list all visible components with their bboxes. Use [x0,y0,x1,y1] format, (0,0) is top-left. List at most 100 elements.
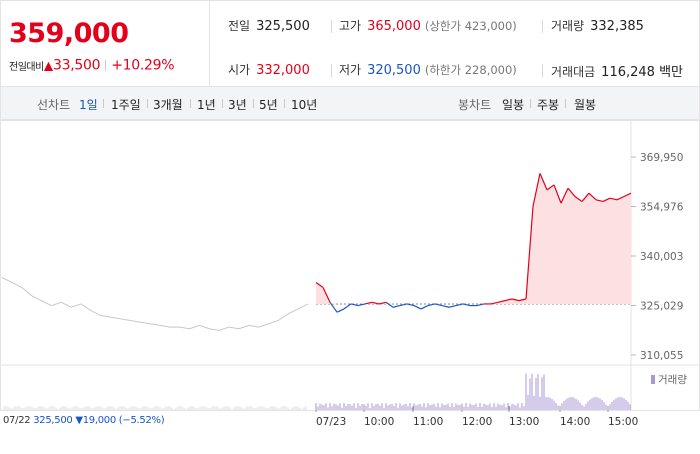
y-tick-label: 310,055 [640,350,683,362]
x-tick-label: 13:00 [509,416,539,428]
high-stat: 고가 365,000 (상한가 423,000) [339,19,517,34]
prev-day-line [1,277,309,331]
volume-legend-label: 거래량 [658,374,687,386]
up-arrow-icon: ▲ [43,58,54,73]
price-segment [350,303,359,307]
price-segment [497,300,506,303]
x-tick-label: 14:00 [560,416,590,428]
price-segment [490,301,499,305]
price-segment [413,305,422,310]
price-segment [532,173,541,207]
prev-day-footer: 07/22 325,500 ▼19,000 (−5.52%) [3,415,165,426]
period-10y-tab[interactable]: 10년 [291,98,318,112]
price-segment [371,301,380,305]
price-segment [455,303,464,307]
candle-monthly-tab[interactable]: 월봉 [574,98,597,112]
period-5y-tab[interactable]: 5년 [259,98,278,112]
divider [103,99,104,108]
x-tick-label: 12:00 [462,416,492,428]
divider [565,99,566,108]
price-segment [588,192,597,201]
volume-stat: 거래량 332,385 [551,19,644,34]
price-segment [525,206,534,300]
candle-daily-tab[interactable]: 일봉 [502,98,525,112]
price-box: 359,000 전일대비▲33,500 +10.29% [1,1,210,86]
price-segment [385,301,394,308]
price-segment [427,303,436,307]
change-amount: 33,500 [53,57,101,74]
price-segment [420,305,429,310]
divider [190,99,191,108]
change-label: 전일대비 [9,62,44,73]
price-chart[interactable]: 369,950 354,976 340,003 325,029 310,055 거래량 07… [0,120,700,450]
divider [542,64,543,77]
divider [542,20,543,33]
x-tick-label: 07/23 [316,416,346,428]
divider [105,60,107,71]
y-tick-label: 325,029 [640,301,683,313]
price-segment [434,303,443,307]
y-tick-label: 369,950 [640,152,683,164]
x-tick-label: 10:00 [364,416,394,428]
price-segment [336,308,345,313]
low-stat: 저가 320,500 (하한가 228,000) [339,63,517,78]
period-3m-tab[interactable]: 3개월 [153,98,183,112]
open-stat: 시가 332,000 [228,63,310,78]
up-fill-area [316,173,631,304]
price-segment [462,303,471,307]
candle-weekly-tab[interactable]: 주봉 [537,98,560,112]
price-segment [595,199,604,203]
price-segment [602,197,611,203]
price-segment [315,281,324,288]
price-segment [441,305,450,308]
price-segment [546,184,555,191]
y-tick-label: 354,976 [640,202,684,214]
candle-chart-label: 봉차트 [458,98,492,112]
price-segment [322,287,331,303]
y-tick-label: 340,003 [640,251,683,263]
price-segment [518,298,527,302]
change-row: 전일대비▲33,500 +10.29% [9,55,175,74]
price-segment [609,197,618,201]
price-segment [392,305,401,308]
price-segment [539,173,548,191]
quote-panel: 359,000 전일대비▲33,500 +10.29% 전일 325,500 고가 3… [0,0,700,87]
divider [253,99,254,108]
price-segment [378,301,387,305]
price-segment [448,305,457,308]
period-3y-tab[interactable]: 3년 [228,98,247,112]
price-segment [581,192,590,202]
price-segment [553,184,562,204]
price-segment [504,298,513,302]
period-1w-tab[interactable]: 1주일 [111,98,141,112]
price-segment [406,303,415,307]
price-segment [343,303,352,310]
price-segment [567,187,576,197]
price-segment [399,303,408,307]
divider [331,20,332,33]
divider [331,64,332,77]
price-segment [560,187,569,204]
volume-legend-swatch [651,375,655,384]
line-chart-label: 선차트 [37,98,71,112]
amount-stat: 거래대금 116,248 백만 [551,65,683,80]
price-segment [511,298,520,302]
change-percent: +10.29% [111,57,175,74]
price-segment [357,303,366,307]
price-chart-svg: 369,950 354,976 340,003 325,029 310,055 거래량 07… [0,120,700,428]
divider [147,99,148,108]
prev-close-stat: 전일 325,500 [228,19,310,34]
price-segment [574,196,583,202]
price-segment [329,301,338,313]
period-1d-tab[interactable]: 1일 [79,98,98,112]
price-segment [476,303,485,307]
current-price: 359,000 [9,18,129,49]
price-segment [623,192,632,198]
divider [284,99,285,108]
x-tick-label: 15:00 [608,416,638,428]
x-tick-label: 11:00 [413,416,443,428]
price-segment [616,195,625,201]
period-1y-tab[interactable]: 1년 [197,98,216,112]
chart-toolbar: 선차트 1일 1주일 3개월 1년 3년 5년 10년 봉차트 일봉 주봉 월봉 [0,87,700,120]
divider [222,99,223,108]
